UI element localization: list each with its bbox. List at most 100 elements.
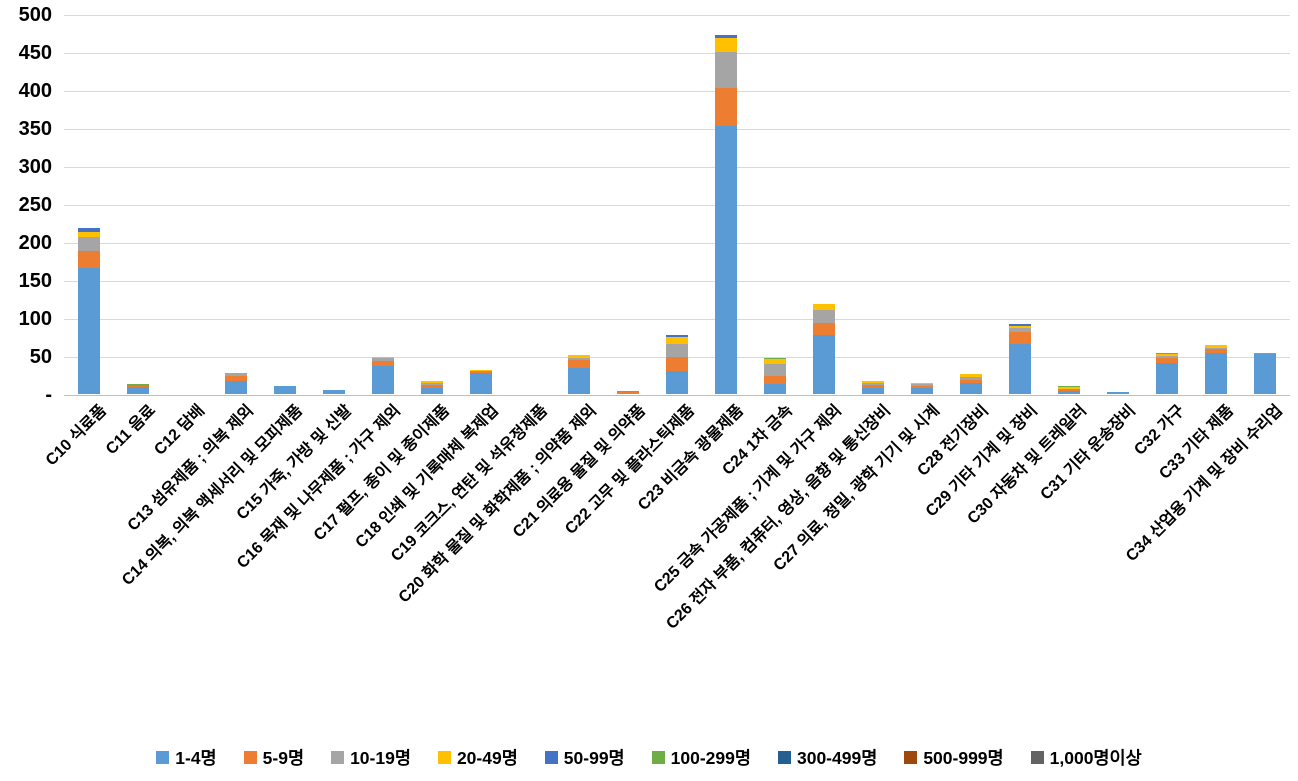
bar-segment-5-9명 [616,392,639,394]
bar-segment-1-4명 [1205,352,1228,394]
legend-label: 20-49명 [456,748,518,768]
bar-c13 [224,371,247,394]
bar-segment-10-19명 [911,384,934,386]
bar-segment-20-49명 [960,374,983,378]
bar-segment-5-9명 [371,360,394,366]
bar-segment-20-49명 [567,355,590,358]
bar-segment-10-19명 [371,358,394,361]
y-tick-label: 350 [18,118,52,140]
bar-c28 [960,372,983,394]
bar-segment-5-9명 [1205,349,1228,353]
legend-label: 300-499명 [796,748,878,768]
bar-segment-20-49명 [1058,387,1081,389]
bar-segment-5-9명 [911,385,934,388]
bar-segment-10-19명 [813,309,836,324]
bar-segment-20-49명 [764,359,787,364]
bar-segment-1-4명 [813,334,836,394]
legend-item-10-19명: 10-19명 [331,745,411,770]
y-tick-label: 450 [18,42,52,64]
x-axis-line [64,395,1290,396]
x-tick-label: C11 음료 [102,402,159,459]
bar-c31 [1107,390,1130,394]
legend-label: 1,000명이상 [1049,748,1142,768]
bar-segment-1-4명 [420,387,443,394]
bar-c16 [371,355,394,394]
bar-segment-50-99명 [1009,324,1032,326]
bar-segment-5-9명 [813,323,836,335]
legend-swatch-icon [243,751,257,764]
bar-segment-20-49명 [469,369,492,372]
bar-c33 [1205,343,1228,394]
bar-segment-5-9명 [862,384,885,388]
gridline [64,205,1290,206]
legend-swatch-icon [331,751,345,764]
legend-item-50-99명: 50-99명 [544,745,625,770]
gridline [64,91,1290,92]
bar-c26 [862,379,885,394]
chart-legend: 1-4명 5-9명 10-19명 20-49명 50-99명 100-299명 300-49… [0,745,1298,770]
bar-c21 [616,390,639,394]
bar-segment-1-4명 [126,387,149,394]
bar-c18 [469,368,492,394]
bar-segment-1-4명 [911,387,934,394]
bar-c27 [911,381,934,394]
bar-segment-100-299명 [764,357,787,360]
legend-item-300-499명: 300-499명 [777,745,878,770]
y-tick-label: 50 [29,346,52,368]
bar-c15 [322,388,345,394]
bar-segment-1-4명 [862,387,885,394]
legend-item-1-4명: 1-4명 [156,745,217,770]
bar-segment-1-4명 [1009,343,1032,394]
legend-swatch-icon [651,751,665,764]
bar-segment-20-49명 [1205,345,1228,348]
bar-segment-1-4명 [1107,392,1130,394]
bar-segment-1-4명 [77,267,100,394]
bar-segment-1-4명 [666,371,688,394]
legend-label: 500-999명 [923,748,1004,768]
bar-segment-50-99명 [666,334,688,337]
bar-segment-100-299명 [616,391,639,393]
legend-item-500-999명: 500-999명 [904,745,1004,770]
bar-c22 [666,333,688,394]
gridline [64,53,1290,54]
bar-c10 [77,226,100,394]
legend-swatch-icon [777,751,791,764]
bar-c24 [764,356,787,394]
bar-segment-100-299명 [126,384,149,386]
legend-label: 10-19명 [350,748,411,768]
bar-segment-10-19명 [862,383,885,385]
bar-segment-10-19명 [77,237,100,252]
bar-segment-10-19명 [420,382,443,385]
bar-segment-10-19명 [224,372,247,376]
bar-segment-20-49명 [666,337,688,344]
legend-label: 5-9명 [262,748,305,768]
y-tick-label: - [45,384,52,406]
legend-item-20-49명: 20-49명 [437,745,518,770]
gridline [64,129,1290,130]
y-tick-label: 250 [18,194,52,216]
bar-segment-20-49명 [862,381,885,384]
gridline [64,167,1290,168]
legend-item-5-9명: 5-9명 [243,745,305,770]
bar-segment-1-4명 [764,384,787,394]
legend-swatch-icon [1030,751,1044,764]
bar-segment-5-9명 [666,356,688,372]
gridline [64,15,1290,16]
bar-segment-20-49명 [1156,354,1179,356]
bar-segment-5-9명 [715,88,738,127]
bar-segment-1-4명 [371,365,394,394]
x-tick-label: C10 식료품 [42,402,110,470]
bar-segment-10-19명 [1058,388,1081,390]
legend-label: 50-99명 [563,748,625,768]
gridline [64,319,1290,320]
x-tick-label: C14 의복, 의복 액세서리 및 모피제품 [118,402,306,589]
bar-c30 [1058,384,1081,394]
bar-c23 [715,33,738,394]
y-tick-label: 200 [18,232,52,254]
bar-segment-1-4명 [322,390,345,394]
bar-segment-1-4명 [960,383,983,394]
gridline [64,281,1290,282]
bar-segment-20-49명 [813,303,836,310]
legend-swatch-icon [544,751,558,764]
